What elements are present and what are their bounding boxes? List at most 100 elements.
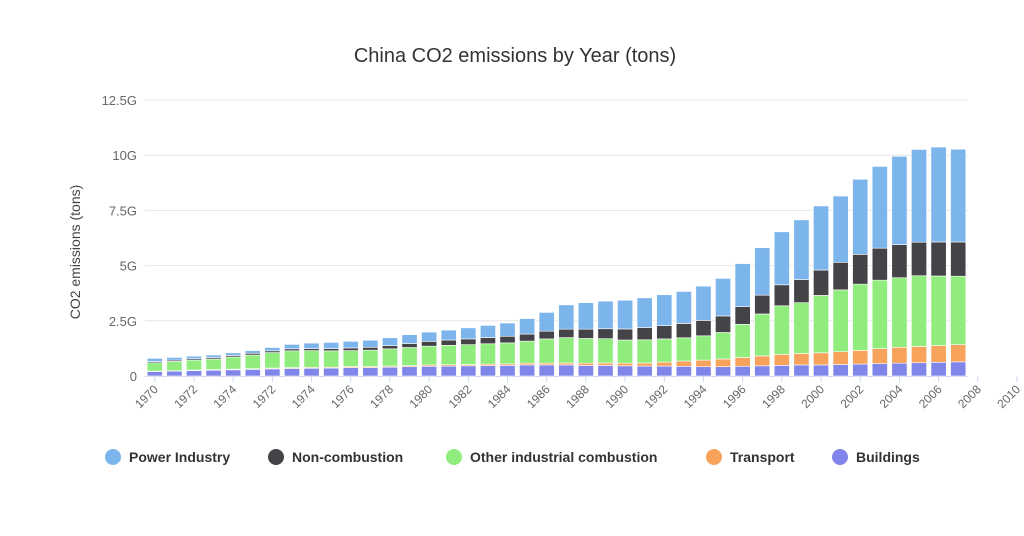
x-tick-label: 1984 [485, 382, 514, 411]
bar-segment [324, 349, 339, 351]
bar-segment [324, 351, 339, 367]
bar-segment [657, 326, 672, 339]
x-tick-label: 1974 [289, 382, 318, 411]
bar-segment [480, 325, 495, 337]
bar-segment [480, 344, 495, 364]
bar-segment [598, 301, 613, 329]
bar-segment [637, 340, 652, 363]
bar-segment [284, 351, 299, 368]
bar-segment [774, 306, 789, 355]
bar-segment [676, 323, 691, 337]
bar-segment [343, 351, 358, 367]
bar-segment [715, 278, 730, 316]
x-tick-label: 1970 [132, 382, 161, 411]
legend-label: Other industrial combustion [470, 449, 657, 465]
bar-segment [892, 156, 907, 244]
bar-segment [911, 363, 926, 376]
bar-segment [226, 370, 241, 376]
x-tick-label: 1990 [602, 382, 631, 411]
bar-segment [892, 363, 907, 376]
bar-segment [696, 320, 711, 335]
bar-segment [539, 312, 554, 331]
bar-segment [755, 356, 770, 366]
bar-segment [755, 366, 770, 376]
bar-segment [696, 336, 711, 360]
bar-segment [186, 371, 201, 376]
bar-segment [774, 354, 789, 365]
bar-segment [343, 341, 358, 348]
bar-segment [226, 353, 241, 356]
bar-segment [853, 364, 868, 376]
x-tick-label: 1994 [681, 382, 710, 411]
bar-segment [813, 295, 828, 352]
bar-segment [265, 348, 280, 351]
bar-segment [637, 366, 652, 376]
bar-segment [519, 341, 534, 363]
bar-segment [892, 278, 907, 348]
bar-segment [833, 365, 848, 376]
bar-segment [559, 329, 574, 337]
x-tick-label: 2008 [955, 382, 984, 411]
x-tick-label: 1986 [524, 382, 553, 411]
bar-segment [951, 149, 966, 242]
bar-segment [853, 254, 868, 284]
bar-segment [324, 368, 339, 376]
x-tick-label: 2002 [838, 382, 867, 411]
bar-segment [931, 362, 946, 376]
bar-segment [794, 303, 809, 354]
y-axis-label: CO2 emissions (tons) [67, 185, 83, 320]
bar-segment [539, 339, 554, 363]
bar-segment [931, 242, 946, 276]
bar-segment [461, 328, 476, 339]
bar-segment [363, 347, 378, 350]
bar-segment [226, 357, 241, 369]
bar-segment [519, 334, 534, 341]
bar-segment [559, 305, 574, 329]
bar-segment [794, 280, 809, 303]
bar-segment [794, 220, 809, 280]
y-tick-label: 5G [120, 259, 137, 274]
y-tick-label: 7.5G [109, 203, 137, 218]
bar-segment [657, 362, 672, 366]
legend-marker [268, 449, 284, 465]
bar-segment [853, 284, 868, 350]
bar-segment [951, 276, 966, 344]
legend-marker [832, 449, 848, 465]
bar-segment [774, 365, 789, 376]
x-tick-label: 1992 [642, 382, 671, 411]
bar-segment [755, 314, 770, 356]
bar-segment [892, 245, 907, 278]
bar-segment [637, 298, 652, 328]
bar-segment [402, 335, 417, 344]
bar-segment [304, 368, 319, 376]
y-tick-label: 0 [130, 369, 137, 384]
bar-segment [755, 295, 770, 314]
bar-segment [559, 365, 574, 376]
bar-segment [617, 363, 632, 366]
bar-segment [872, 349, 887, 364]
x-tick-label: 1972 [171, 382, 200, 411]
bar-segment [833, 290, 848, 352]
legend-label: Transport [730, 449, 795, 465]
bar-segment [696, 286, 711, 320]
bar-segment [813, 206, 828, 270]
bar-segment [245, 355, 260, 369]
bar-segment [519, 365, 534, 376]
bar-segment [774, 232, 789, 285]
bar-segment [911, 242, 926, 276]
x-tick-label: 2010 [994, 382, 1023, 411]
bar-segment [774, 285, 789, 306]
bar-segment [735, 324, 750, 357]
bar-segment [245, 351, 260, 354]
bar-segment [598, 365, 613, 376]
bar-segment [853, 179, 868, 254]
bar-segment [578, 303, 593, 329]
bar-segment [441, 330, 456, 340]
bar-segment [657, 366, 672, 376]
bar-segment [598, 363, 613, 365]
bar-segment [402, 348, 417, 366]
bar-segment [167, 371, 182, 376]
x-tick-label: 2004 [877, 382, 906, 411]
bar-segment [696, 367, 711, 376]
bar-segment [892, 347, 907, 363]
